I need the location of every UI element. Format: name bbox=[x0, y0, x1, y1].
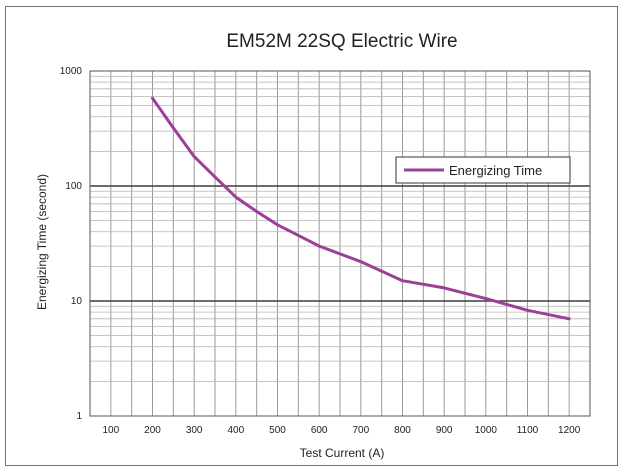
x-tick-label: 1200 bbox=[558, 425, 581, 436]
x-tick-label: 800 bbox=[394, 425, 411, 436]
chart-title: EM52M 22SQ Electric Wire bbox=[226, 31, 457, 52]
x-tick-label: 400 bbox=[227, 425, 244, 436]
chart-frame bbox=[5, 6, 618, 466]
y-tick-labels: 1 10 100 1000 bbox=[60, 66, 83, 422]
legend-label-energizing-time: Energizing Time bbox=[449, 163, 542, 178]
y-tick-label: 100 bbox=[65, 181, 82, 192]
y-tick-label: 1000 bbox=[60, 66, 83, 77]
y-axis-label: Energizing Time (second) bbox=[35, 174, 49, 310]
x-tick-label: 1000 bbox=[475, 425, 498, 436]
x-tick-labels: 100 200 300 400 500 600 700 800 900 1000 1100 1200 bbox=[102, 425, 580, 436]
x-tick-label: 500 bbox=[269, 425, 286, 436]
grid bbox=[90, 71, 590, 416]
y-tick-label: 1 bbox=[76, 411, 82, 422]
x-tick-label: 1100 bbox=[517, 425, 539, 436]
x-tick-label: 300 bbox=[186, 425, 203, 436]
x-tick-label: 600 bbox=[311, 425, 328, 436]
x-tick-label: 100 bbox=[102, 425, 119, 436]
series-line-energizing-time bbox=[151, 96, 571, 321]
x-tick-label: 900 bbox=[436, 425, 453, 436]
plot-border bbox=[89, 70, 591, 417]
x-tick-label: 200 bbox=[144, 425, 161, 436]
x-axis-label: Test Current (A) bbox=[300, 446, 385, 460]
y-tick-label: 10 bbox=[71, 296, 83, 307]
x-tick-label: 700 bbox=[352, 425, 369, 436]
legend: Energizing Time bbox=[395, 156, 571, 184]
